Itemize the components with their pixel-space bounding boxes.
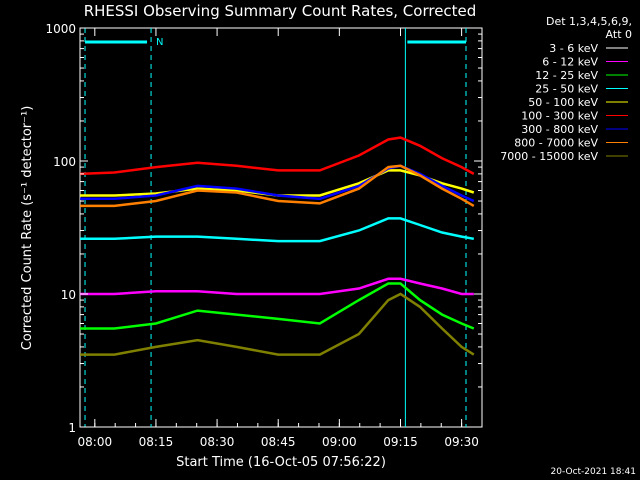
x-tick-label: 09:15 <box>383 435 418 449</box>
series-line-2 <box>80 282 475 330</box>
x-tick-label: 09:00 <box>322 435 357 449</box>
y-tick-label: 100 <box>53 155 76 169</box>
series-line-5 <box>80 136 475 176</box>
x-axis-ticks: 08:00 08:15 08:30 08:45 09:00 09:15 09:30 <box>78 28 483 449</box>
series-line-3 <box>80 217 475 243</box>
legend-label: 800 - 7000 keV <box>514 137 598 150</box>
legend-header-attenuator: Att 0 <box>606 28 632 41</box>
night-markers: N <box>84 28 467 427</box>
x-tick-label: 08:15 <box>139 435 174 449</box>
y-tick-label: 10 <box>61 288 76 302</box>
y-tick-label: 1 <box>68 421 76 435</box>
x-tick-label: 08:00 <box>78 435 113 449</box>
legend-label: 50 - 100 keV <box>528 96 598 109</box>
legend-label: 3 - 6 keV <box>549 42 598 55</box>
legend-label: 25 - 50 keV <box>535 83 598 96</box>
legend-label: 7000 - 15000 keV <box>500 150 598 163</box>
series-line-7 <box>80 164 475 208</box>
y-axis-ticks: 1 10 100 1000 <box>45 22 482 435</box>
x-tick-label: 08:30 <box>200 435 235 449</box>
legend-label: 12 - 25 keV <box>535 69 598 82</box>
plot-area-frame <box>79 27 483 428</box>
legend-label: 100 - 300 keV <box>521 110 598 123</box>
series-line-8 <box>80 292 475 356</box>
legend-label: 300 - 800 keV <box>521 123 598 136</box>
x-tick-label: 08:45 <box>261 435 296 449</box>
chart-title: RHESSI Observing Summary Count Rates, Co… <box>84 2 477 20</box>
y-axis-label: Corrected Count Rate (s⁻¹ detector⁻¹) <box>20 106 35 351</box>
series-line-1 <box>80 277 474 296</box>
y-tick-label: 1000 <box>45 22 76 36</box>
x-tick-label: 09:30 <box>444 435 479 449</box>
series-line-6 <box>80 164 475 203</box>
x-axis-label: Start Time (16-Oct-05 07:56:22) <box>176 455 386 470</box>
legend-label: 6 - 12 keV <box>542 56 598 69</box>
legend-header-detectors: Det 1,3,4,5,6,9, <box>546 15 632 28</box>
series-lines <box>80 136 475 356</box>
footer-date: 20-Oct-2021 18:41 <box>551 467 636 477</box>
night-label: N <box>156 37 163 48</box>
